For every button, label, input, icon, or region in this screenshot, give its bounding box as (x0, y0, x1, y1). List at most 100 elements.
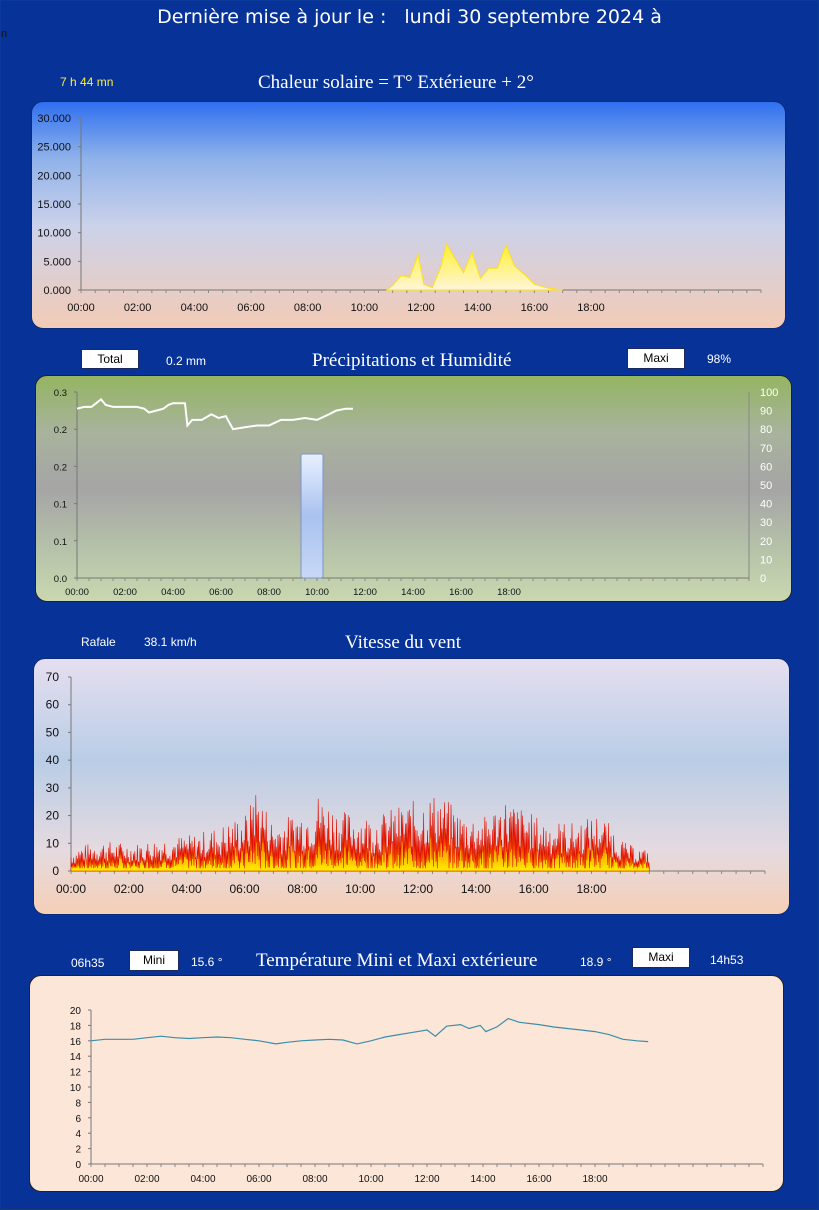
y-tick-label: 0.2 (54, 462, 67, 473)
x-tick-label: 02:00 (134, 1174, 159, 1185)
rain-total-value: 0.2 mm (166, 354, 207, 368)
y-tick-label: 10 (46, 836, 60, 850)
rain-total-label: Total (81, 349, 139, 369)
y-tick-label: 0 (52, 864, 59, 878)
x-tick-label: 08:00 (257, 587, 281, 598)
x-tick-label: 00:00 (67, 302, 95, 314)
y-tick-label: 30 (46, 781, 60, 795)
x-tick-label: 06:00 (246, 1174, 271, 1185)
x-tick-label: 00:00 (65, 587, 89, 598)
x-tick-label: 02:00 (114, 882, 144, 896)
temperature-chart-svg: 0 2 4 6 8 10 12 14 16 18 20 00:00 02:00 04:00 06:00 08:… (70, 1006, 764, 1185)
wind-chart: 0 10 20 30 40 50 60 70 00:00 02:00 04:00 06:00 08:00… (33, 658, 790, 915)
y-tick-label: 15.000 (37, 199, 71, 211)
y-tick-label: 4 (75, 1129, 81, 1140)
right-tick-label: 100 (760, 387, 778, 399)
gust-label: Rafale (81, 635, 116, 649)
temp-min-time: 06h35 (71, 956, 105, 970)
y-tick-label: 10.000 (37, 228, 71, 240)
y-tick-label: 18 (70, 1021, 82, 1032)
x-tick-label: 10:00 (351, 302, 379, 314)
y-tick-label: 20.000 (37, 170, 71, 182)
last-update-label: Dernière mise à jour le : (157, 6, 387, 28)
x-tick-label: 02:00 (113, 587, 137, 598)
solar-chart-title: Chaleur solaire = T° Extérieure + 2° (258, 72, 534, 93)
right-tick-label: 80 (760, 424, 772, 436)
wind-chart-title: Vitesse du vent (345, 632, 462, 653)
humidity-maxi-label: Maxi (627, 348, 685, 369)
x-tick-label: 08:00 (302, 1174, 327, 1185)
y-tick-label: 25.000 (37, 142, 71, 154)
x-tick-label: 18:00 (576, 882, 606, 896)
x-tick-label: 14:00 (470, 1174, 495, 1185)
x-tick-label: 02:00 (124, 302, 152, 314)
right-tick-label: 20 (760, 536, 772, 548)
x-tick-label: 12:00 (353, 587, 377, 598)
right-tick-label: 30 (760, 517, 772, 529)
right-tick-label: 90 (760, 406, 772, 418)
x-tick-label: 18:00 (582, 1174, 607, 1185)
humidity-line (76, 398, 353, 431)
right-tick-label: 10 (760, 554, 772, 566)
sunshine-duration: 7 h 44 mn (60, 75, 114, 89)
temp-max-time: 14h53 (710, 953, 744, 967)
x-tick-label: 00:00 (56, 882, 86, 896)
y-tick-label: 70 (46, 670, 60, 684)
y-tick-label: 0.3 (54, 388, 67, 399)
temperature-chart: 0 2 4 6 8 10 12 14 16 18 20 00:00 02:00 04:00 06:00 08:… (29, 975, 784, 1192)
y-tick-label: 60 (46, 698, 60, 712)
temp-chart-title: Température Mini et Maxi extérieure (256, 950, 538, 971)
right-tick-label: 60 (760, 461, 772, 473)
x-tick-label: 14:00 (401, 587, 425, 598)
solar-chart: 0.000 5.000 10.000 15.000 20.000 25.000 30.000… (31, 101, 786, 329)
right-tick-label: 70 (760, 443, 772, 455)
x-tick-label: 08:00 (294, 302, 322, 314)
x-tick-label: 06:00 (209, 587, 233, 598)
rain-chart-svg: 0.00.10.10.20.20.300:00 02:00 04:00 06:00 08… (54, 387, 779, 598)
temp-mini-label: Mini (129, 950, 179, 971)
y-tick-label: 40 (46, 753, 60, 767)
y-tick-label: 50 (46, 725, 60, 739)
x-tick-label: 16:00 (449, 587, 473, 598)
x-tick-label: 10:00 (358, 1174, 383, 1185)
x-tick-label: 06:00 (237, 302, 265, 314)
y-tick-label: 0.0 (54, 574, 67, 585)
y-tick-label: 10 (70, 1083, 82, 1094)
x-tick-label: 10:00 (305, 587, 329, 598)
y-tick-label: 14 (70, 1052, 82, 1063)
x-tick-label: 08:00 (287, 882, 317, 896)
y-tick-label: 0.1 (54, 500, 67, 511)
temp-min-value: 15.6 ° (191, 955, 223, 969)
x-tick-label: 12:00 (407, 302, 435, 314)
y-tick-label: 8 (75, 1098, 81, 1109)
x-tick-label: 16:00 (526, 1174, 551, 1185)
solar-area (385, 242, 563, 291)
last-update-date: lundi 30 septembre 2024 à (404, 6, 662, 28)
y-tick-label: 12 (70, 1068, 82, 1079)
x-tick-label: 18:00 (497, 587, 521, 598)
right-tick-label: 0 (760, 573, 766, 585)
x-tick-label: 14:00 (464, 302, 492, 314)
solar-chart-svg: 0.000 5.000 10.000 15.000 20.000 25.000 30.000… (37, 113, 762, 314)
x-tick-label: 04:00 (181, 302, 209, 314)
x-tick-label: 04:00 (172, 882, 202, 896)
x-tick-label: 00:00 (78, 1174, 103, 1185)
wind-chart-svg: 0 10 20 30 40 50 60 70 00:00 02:00 04:00 06:00 08:00… (46, 670, 766, 896)
rain-humidity-chart: 0.0 0.1 0.1 0.2 0.2 0.3 00:00 02:00 04:00 06:00 08… (35, 375, 792, 602)
x-tick-label: 12:00 (414, 1174, 439, 1185)
y-tick-label: 16 (70, 1037, 82, 1048)
temp-max-value: 18.9 ° (580, 955, 612, 969)
y-tick-label: 0.2 (54, 425, 67, 436)
last-update-header: Dernière mise à jour le : lundi 30 septe… (0, 6, 819, 28)
x-tick-label: 12:00 (403, 882, 433, 896)
y-tick-label: 20 (70, 1006, 82, 1017)
y-tick-label: 20 (46, 809, 60, 823)
y-tick-label: 6 (75, 1114, 81, 1125)
rain-bar (300, 453, 324, 579)
gust-value: 38.1 km/h (144, 635, 197, 649)
right-tick-label: 40 (760, 499, 772, 511)
y-tick-label: 30.000 (37, 113, 71, 125)
y-tick-label: 0.000 (43, 285, 71, 297)
humidity-maxi-value: 98% (707, 352, 732, 366)
y-tick-label: 0.1 (54, 537, 67, 548)
